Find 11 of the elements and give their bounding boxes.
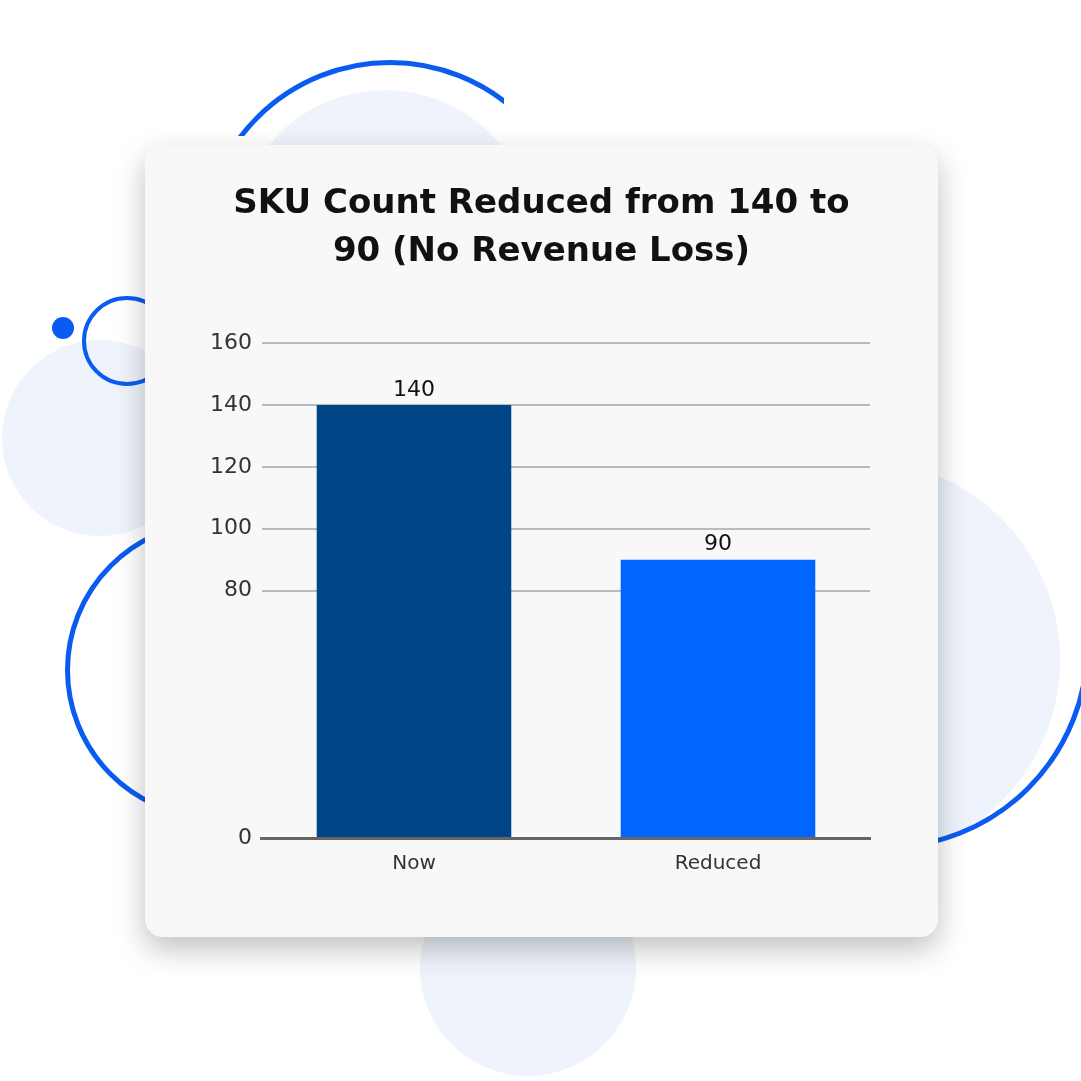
y-tick-label: 80 [223, 576, 252, 602]
x-tick-label: Reduced [674, 850, 762, 875]
y-tick-label: 160 [209, 328, 252, 354]
y-tick-label: 120 [209, 452, 252, 478]
y-tick-label: 0 [237, 823, 252, 849]
chart-title: SKU Count Reduced from 140 to 90 (No Revenue Loss) [232, 180, 851, 271]
data-label: 90 [704, 530, 732, 556]
data-label: 140 [392, 375, 435, 401]
x-tick-label: Now [392, 850, 436, 875]
y-tick-label: 140 [209, 390, 252, 416]
y-tick-label: 100 [209, 514, 252, 540]
